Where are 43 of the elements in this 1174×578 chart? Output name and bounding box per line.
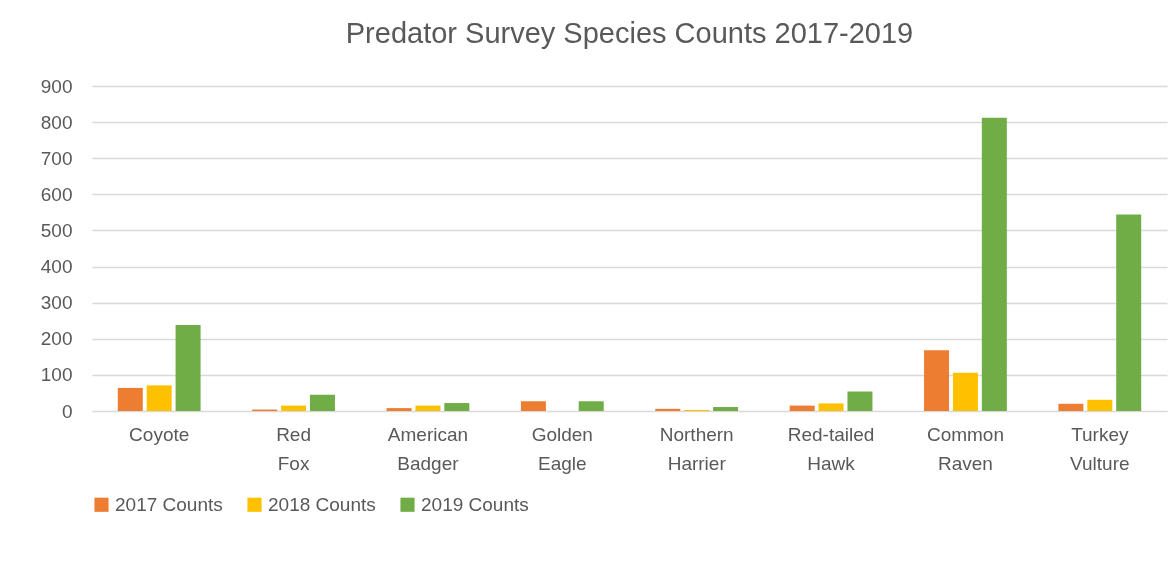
y-tick-label: 900 — [40, 75, 73, 97]
bar — [1087, 399, 1113, 411]
y-tick-label: 100 — [40, 364, 73, 386]
y-tick-label: 0 — [61, 400, 73, 422]
x-tick-label: Turkey Vulture — [1070, 423, 1130, 474]
y-tick-label: 200 — [40, 328, 73, 350]
bar — [386, 408, 412, 411]
bar — [146, 385, 172, 411]
x-tick-label: American Badger — [387, 423, 469, 474]
y-tick-label: 400 — [40, 256, 73, 278]
bar — [847, 391, 873, 411]
bar — [981, 117, 1007, 411]
bar — [175, 325, 201, 411]
x-tick-label: Northern Harrier — [659, 423, 734, 474]
bar — [952, 372, 978, 411]
x-tick-label: Red Fox — [276, 423, 311, 474]
bar — [924, 350, 950, 411]
bar — [789, 405, 815, 411]
bar — [1116, 214, 1142, 411]
bar — [309, 394, 335, 411]
x-tick-label: Common Raven — [926, 423, 1004, 474]
bar — [655, 408, 681, 411]
bar — [415, 405, 441, 411]
y-tick-label: 700 — [40, 147, 73, 169]
x-tick-label: Coyote — [129, 423, 190, 445]
chart-title: Predator Survey Species Counts 2017-2019 — [345, 17, 914, 49]
bar — [117, 387, 143, 411]
y-tick-label: 500 — [40, 219, 73, 241]
bar — [713, 407, 739, 411]
legend-label: 2019 Counts — [421, 493, 529, 515]
y-tick-label: 800 — [40, 111, 73, 133]
bar — [1058, 403, 1084, 411]
legend-label: 2017 Counts — [115, 493, 223, 515]
bar — [281, 405, 307, 411]
y-tick-label: 600 — [40, 183, 73, 205]
x-tick-label: Red-tailed Hawk — [787, 423, 875, 474]
legend-label: 2018 Counts — [268, 493, 376, 515]
bar — [818, 403, 844, 411]
bar — [578, 401, 604, 411]
y-tick-label: 300 — [40, 292, 73, 314]
x-tick-label: Golden Eagle — [531, 423, 593, 474]
bar — [444, 403, 470, 411]
bar — [520, 401, 546, 411]
